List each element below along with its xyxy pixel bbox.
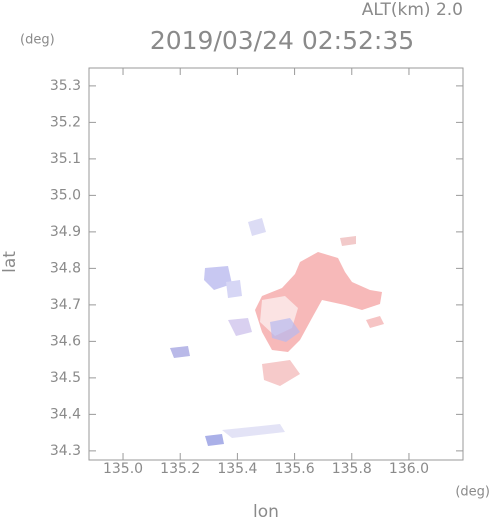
y-tick-label: 35.3 — [50, 78, 81, 94]
y-unit: (deg) — [20, 33, 55, 48]
y-tick-label: 35.0 — [50, 187, 81, 203]
echo-region — [204, 266, 232, 290]
echo-region — [270, 318, 300, 342]
y-tick-label: 35.2 — [50, 114, 81, 130]
x-tick-label: 136.0 — [389, 461, 429, 477]
echo-region — [366, 316, 384, 328]
plot-frame — [88, 67, 464, 461]
echo-region — [205, 434, 224, 446]
x-tick-label: 135.4 — [217, 461, 257, 477]
x-unit: (deg) — [455, 485, 490, 500]
y-tick-label: 34.8 — [50, 260, 81, 276]
y-tick-label: 34.3 — [50, 443, 81, 459]
altitude-label: ALT(km) 2.0 — [362, 0, 463, 20]
chart-title: 2019/03/24 02:52:35 — [150, 26, 414, 55]
x-tick-label: 135.2 — [160, 461, 200, 477]
y-axis-label: lat — [0, 251, 20, 273]
x-axis-label: lon — [253, 502, 279, 521]
radar-echoes — [170, 218, 384, 446]
echo-region — [248, 218, 266, 236]
y-tick-label: 34.7 — [50, 297, 81, 313]
echo-region — [262, 360, 300, 386]
y-tick-label: 34.6 — [50, 333, 81, 349]
echo-region — [170, 346, 190, 358]
echo-region — [222, 424, 285, 438]
y-tick-label: 35.1 — [50, 151, 81, 167]
y-tick-label: 34.4 — [50, 406, 81, 422]
y-tick-label: 34.5 — [50, 370, 81, 386]
echo-region — [340, 236, 356, 246]
x-tick-label: 135.0 — [103, 461, 143, 477]
y-tick-label: 34.9 — [50, 224, 81, 240]
echo-region — [228, 318, 252, 336]
x-tick-label: 135.8 — [332, 461, 372, 477]
x-tick-label: 135.6 — [275, 461, 315, 477]
echo-region — [226, 280, 242, 298]
